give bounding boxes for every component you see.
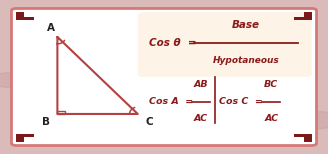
Text: C: C <box>145 117 153 127</box>
Text: Base: Base <box>232 20 260 30</box>
Text: Cos A  =: Cos A = <box>149 97 194 106</box>
Text: B: B <box>42 117 50 127</box>
FancyBboxPatch shape <box>304 12 312 20</box>
FancyBboxPatch shape <box>138 12 312 77</box>
FancyBboxPatch shape <box>16 12 24 20</box>
FancyBboxPatch shape <box>16 134 24 142</box>
Text: AB: AB <box>194 80 208 89</box>
Bar <box>57 111 65 114</box>
FancyBboxPatch shape <box>304 134 312 142</box>
FancyBboxPatch shape <box>16 134 34 137</box>
Circle shape <box>302 112 328 129</box>
FancyBboxPatch shape <box>294 134 312 137</box>
FancyBboxPatch shape <box>294 17 312 20</box>
Text: AC: AC <box>264 114 278 123</box>
Text: Cos θ  =: Cos θ = <box>149 38 197 48</box>
FancyBboxPatch shape <box>16 17 34 20</box>
Circle shape <box>0 73 24 87</box>
FancyBboxPatch shape <box>11 8 317 146</box>
Text: Hypotaneous: Hypotaneous <box>213 56 279 65</box>
Text: Cos C  =: Cos C = <box>219 97 263 106</box>
Text: A: A <box>47 23 55 33</box>
Text: BC: BC <box>264 80 278 89</box>
Text: AC: AC <box>194 114 208 123</box>
